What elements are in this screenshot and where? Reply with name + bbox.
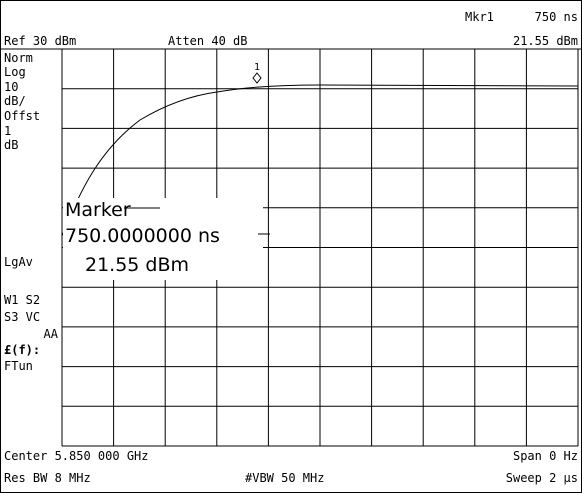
- side-label: Log: [4, 65, 26, 79]
- res-bw: Res BW 8 MHz: [4, 471, 91, 485]
- side-label: £(f):: [4, 343, 40, 357]
- trace: [61, 84, 579, 237]
- marker-label: Mkr1: [465, 10, 494, 24]
- marker-diamond: [252, 72, 262, 84]
- side-label: Norm: [4, 51, 33, 65]
- marker-y-readout: 21.55 dBm: [85, 254, 189, 276]
- marker-y: 21.55 dBm: [513, 34, 578, 48]
- side-label: S3 VC: [4, 310, 40, 324]
- sweep: Sweep 2 μs: [506, 471, 578, 485]
- ref-level: Ref 30 dBm: [4, 34, 76, 48]
- side-label: Offst: [4, 109, 40, 123]
- side-label: dB/: [4, 94, 26, 108]
- side-label: FTun: [4, 359, 33, 373]
- side-label: 1: [4, 124, 11, 138]
- side-label: LgAv: [4, 255, 33, 269]
- marker-x-readout: 750.0000000 ns: [65, 225, 220, 247]
- vbw: #VBW 50 MHz: [245, 471, 324, 485]
- span: Span 0 Hz: [513, 449, 578, 463]
- atten: Atten 40 dB: [168, 34, 247, 48]
- side-label: 10: [4, 80, 18, 94]
- side-label: AA: [44, 327, 59, 341]
- marker-x: 750 ns: [535, 10, 578, 24]
- side-label: W1 S2: [4, 293, 40, 307]
- marker-number: 1: [254, 62, 260, 73]
- marker-box-bg: [63, 198, 263, 280]
- center-freq: Center 5.850 000 GHz: [4, 449, 149, 463]
- side-label: dB: [4, 138, 18, 152]
- marker-title: Marker: [65, 199, 131, 221]
